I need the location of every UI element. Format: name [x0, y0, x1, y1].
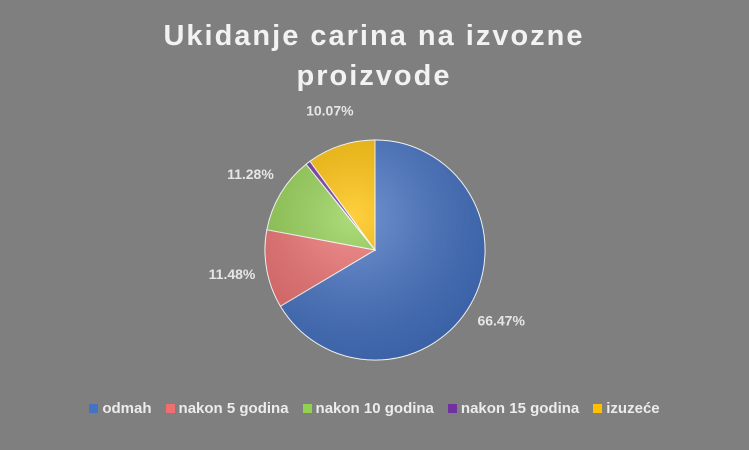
legend-swatch [447, 404, 457, 413]
data-label: 10.07% [306, 103, 354, 119]
legend-item: nakon 10 godina [302, 400, 434, 417]
legend-label: nakon 5 godina [178, 400, 289, 417]
legend-swatch [165, 404, 175, 413]
legend-swatch [593, 404, 603, 413]
data-label: 11.28% [227, 166, 274, 182]
legend-item: izuzeće [593, 400, 660, 417]
legend-item: odmah [89, 400, 152, 417]
chart: 66.47% 11.48% 11.28% 10.07% [209, 103, 525, 361]
legend-item: nakon 15 godina [447, 400, 580, 417]
legend-label: odmah [102, 400, 152, 417]
legend-label: nakon 10 godina [315, 400, 434, 417]
data-label: 66.47% [477, 313, 525, 329]
legend-swatch [302, 404, 312, 413]
chart-title: Ukidanje carina na izvozne proizvode [163, 20, 585, 92]
legend-swatch [89, 404, 99, 413]
legend-item: nakon 5 godina [165, 400, 289, 417]
legend: odmah nakon 5 godina nakon 10 godina nakon … [0, 400, 749, 417]
legend-label: nakon 15 godina [460, 400, 580, 417]
data-label: 11.48% [209, 266, 256, 282]
legend-label: izuzeće [606, 400, 660, 417]
